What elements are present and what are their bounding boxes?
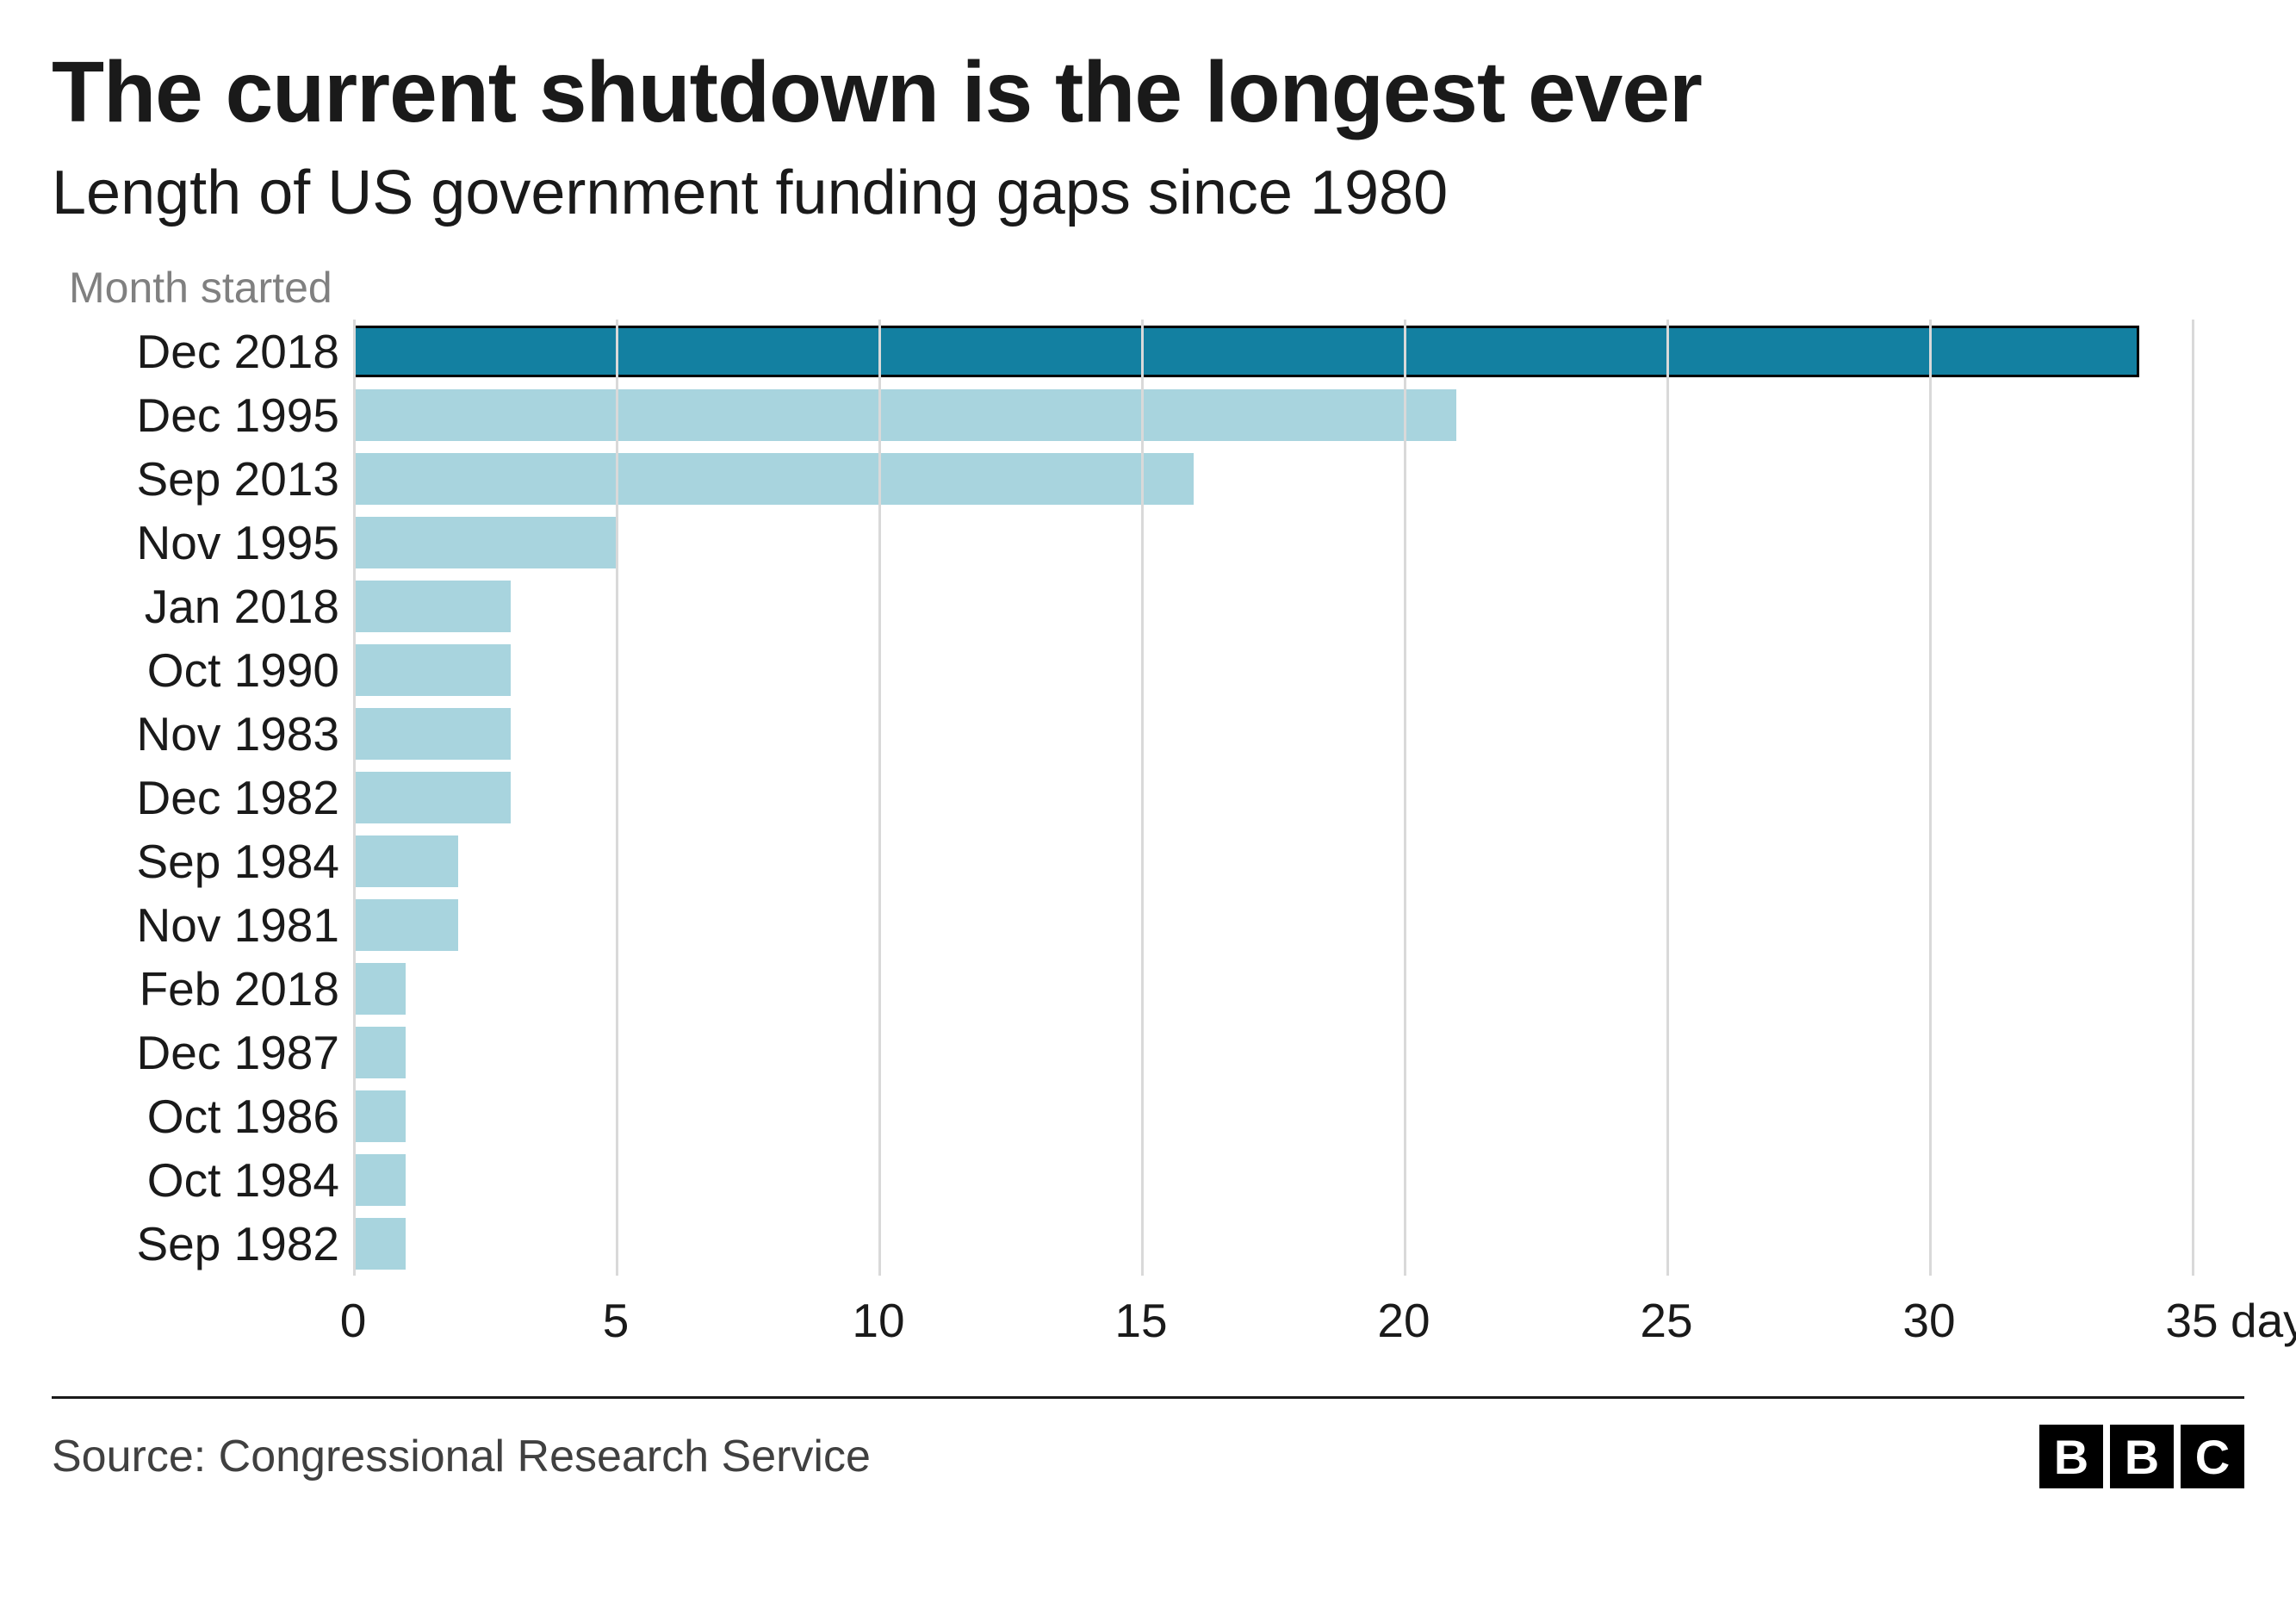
- bar: [353, 644, 511, 696]
- y-tick-label: Oct 1986: [52, 1084, 353, 1148]
- bar: [353, 581, 511, 632]
- bar-row: [353, 638, 2244, 702]
- x-axis: 05101520253035days: [353, 1284, 2244, 1353]
- bar-row: [353, 1021, 2244, 1084]
- bar-row: [353, 1084, 2244, 1148]
- bar: [353, 453, 1194, 505]
- x-tick-label: 15: [1114, 1293, 1167, 1348]
- y-tick-label: Dec 1982: [52, 766, 353, 829]
- gridline: [1929, 320, 1932, 1276]
- bar: [353, 835, 458, 887]
- bar-row: [353, 766, 2244, 829]
- chart-footer: Source: Congressional Research Service B…: [52, 1396, 2244, 1488]
- source-text: Source: Congressional Research Service: [52, 1431, 871, 1482]
- bar-row: [353, 511, 2244, 575]
- bar-row: [353, 320, 2244, 383]
- bar: [353, 1027, 406, 1078]
- y-tick-label: Oct 1990: [52, 638, 353, 702]
- gridline: [616, 320, 618, 1276]
- bar-row: [353, 893, 2244, 957]
- y-tick-label: Nov 1983: [52, 702, 353, 766]
- bar: [353, 389, 1456, 441]
- x-tick-label: 25: [1640, 1293, 1692, 1348]
- y-tick-label: Dec 1995: [52, 383, 353, 447]
- x-tick-label: 0: [340, 1293, 367, 1348]
- bar-row: [353, 829, 2244, 893]
- bar: [353, 1090, 406, 1142]
- bar-row: [353, 1148, 2244, 1212]
- y-tick-label: Sep 1982: [52, 1212, 353, 1276]
- x-tick-label: 30: [1902, 1293, 1955, 1348]
- gridline: [1666, 320, 1669, 1276]
- bar: [353, 899, 458, 951]
- bar: [353, 708, 511, 760]
- x-tick-label: 10: [852, 1293, 904, 1348]
- plot-area: [353, 320, 2244, 1276]
- y-tick-label: Dec 1987: [52, 1021, 353, 1084]
- chart-title: The current shutdown is the longest ever: [52, 43, 2244, 142]
- bar: [353, 1218, 406, 1270]
- x-axis-unit: days: [2231, 1293, 2296, 1348]
- bar-row: [353, 383, 2244, 447]
- logo-letter: C: [2181, 1425, 2244, 1488]
- gridline: [1404, 320, 1406, 1276]
- logo-letter: B: [2039, 1425, 2103, 1488]
- y-tick-label: Dec 2018: [52, 320, 353, 383]
- gridline: [878, 320, 881, 1276]
- chart-subtitle: Length of US government funding gaps sin…: [52, 158, 2244, 228]
- y-tick-label: Sep 2013: [52, 447, 353, 511]
- x-tick-label: 35: [2165, 1293, 2218, 1348]
- logo-letter: B: [2110, 1425, 2174, 1488]
- bars-container: [353, 320, 2244, 1276]
- gridline: [2192, 320, 2194, 1276]
- bbc-logo: BBC: [2039, 1425, 2244, 1488]
- bar: [353, 772, 511, 823]
- bar-row: [353, 957, 2244, 1021]
- chart-area: Dec 2018Dec 1995Sep 2013Nov 1995Jan 2018…: [52, 320, 2244, 1276]
- y-tick-label: Sep 1984: [52, 829, 353, 893]
- bar-row: [353, 447, 2244, 511]
- bar-row: [353, 575, 2244, 638]
- y-tick-label: Oct 1984: [52, 1148, 353, 1212]
- bar: [353, 326, 2139, 377]
- y-axis-title: Month started: [69, 263, 2244, 313]
- bar-row: [353, 702, 2244, 766]
- gridline: [1141, 320, 1144, 1276]
- gridline: [353, 320, 356, 1276]
- y-tick-label: Feb 2018: [52, 957, 353, 1021]
- y-tick-label: Nov 1981: [52, 893, 353, 957]
- y-tick-label: Nov 1995: [52, 511, 353, 575]
- bar: [353, 1154, 406, 1206]
- bar-row: [353, 1212, 2244, 1276]
- bar: [353, 963, 406, 1015]
- y-tick-label: Jan 2018: [52, 575, 353, 638]
- bar: [353, 517, 616, 568]
- x-tick-label: 20: [1377, 1293, 1430, 1348]
- x-tick-label: 5: [603, 1293, 630, 1348]
- y-axis-labels: Dec 2018Dec 1995Sep 2013Nov 1995Jan 2018…: [52, 320, 353, 1276]
